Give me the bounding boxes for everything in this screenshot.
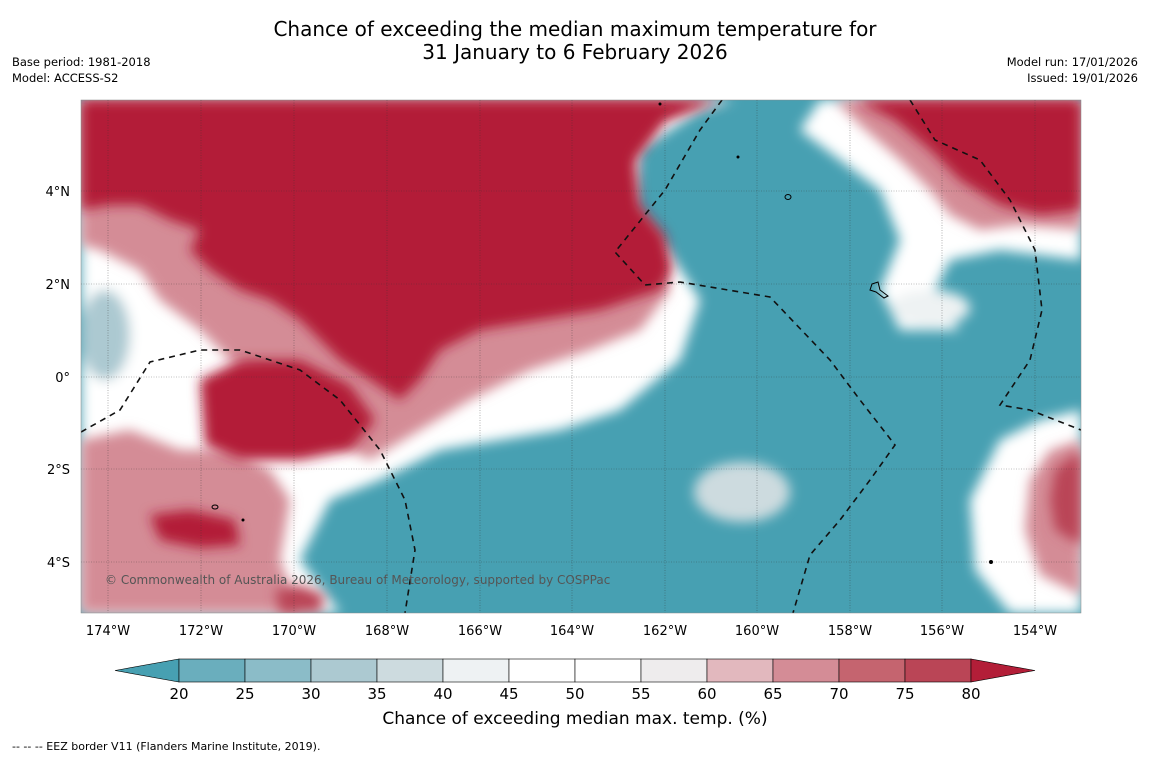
map-title: Chance of exceeding the median maximum t… bbox=[0, 18, 1150, 64]
eez-borders bbox=[81, 100, 1081, 613]
base-period: Base period: 1981-2018 bbox=[12, 55, 151, 69]
neutral-blob-south bbox=[694, 462, 790, 522]
colorbar bbox=[114, 658, 1036, 683]
colorbar-tick-label: 25 bbox=[235, 685, 254, 703]
hot-core-far-east bbox=[1050, 450, 1081, 545]
hot-core-central bbox=[200, 360, 375, 460]
colorbar-ticks: 20 25 30 35 40 45 50 55 60 65 70 75 80 bbox=[169, 685, 980, 703]
colorbar-tick-label: 70 bbox=[829, 685, 848, 703]
longitude-labels: 174°W 172°W 170°W 168°W 166°W 164°W 162°… bbox=[86, 624, 1057, 639]
colorbar-extend-high bbox=[970, 658, 1036, 683]
lon-label: 174°W bbox=[86, 624, 130, 639]
lon-label: 164°W bbox=[550, 624, 594, 639]
latitude-labels: 4°N 2°N 0° 2°S 4°S bbox=[46, 185, 71, 571]
model-run: Model run: 17/01/2026 bbox=[1006, 55, 1138, 69]
colorbar-cell bbox=[508, 658, 576, 683]
lat-label: 0° bbox=[55, 371, 70, 386]
copyright-text: © Commonwealth of Australia 2026, Bureau… bbox=[105, 573, 610, 587]
lon-label: 156°W bbox=[920, 624, 964, 639]
map-field: © Commonwealth of Australia 2026, Bureau… bbox=[81, 100, 1081, 613]
lon-label: 168°W bbox=[365, 624, 409, 639]
colorbar-cell bbox=[376, 658, 444, 683]
neutral-blob-east bbox=[890, 290, 970, 326]
colorbar-tick-label: 40 bbox=[433, 685, 452, 703]
lat-label: 4°S bbox=[47, 556, 70, 571]
lat-label: 2°N bbox=[46, 278, 71, 293]
colorbar-tick-label: 45 bbox=[499, 685, 518, 703]
colorbar-cell bbox=[706, 658, 774, 683]
hot-core-east bbox=[855, 100, 1081, 215]
colorbar-cell bbox=[640, 658, 708, 683]
eez-footnote: -- -- -- EEZ border V11 (Flanders Marine… bbox=[12, 740, 321, 753]
meta-right: Model run: 17/01/2026 Issued: 19/01/2026 bbox=[1007, 54, 1138, 86]
island-kiritimati bbox=[869, 281, 889, 299]
lon-label: 172°W bbox=[179, 624, 223, 639]
colorbar-tick-label: 30 bbox=[301, 685, 320, 703]
title-line-2: 31 January to 6 February 2026 bbox=[422, 40, 728, 64]
island-south-west bbox=[211, 504, 219, 510]
colorbar-extend-low bbox=[114, 658, 180, 683]
colorbar-tick-label: 50 bbox=[565, 685, 584, 703]
model-name: Model: ACCESS-S2 bbox=[12, 71, 119, 85]
issued-date: Issued: 19/01/2026 bbox=[1027, 71, 1138, 85]
eez-border-west bbox=[81, 349, 416, 613]
islands bbox=[211, 102, 993, 564]
hot-cores bbox=[81, 100, 1081, 613]
lat-label: 4°N bbox=[46, 185, 71, 200]
title-line-1: Chance of exceeding the median maximum t… bbox=[273, 17, 877, 41]
lon-label: 160°W bbox=[735, 624, 779, 639]
colorbar-cell bbox=[310, 658, 378, 683]
map-frame bbox=[80, 99, 1082, 614]
hot-core-southwest bbox=[150, 510, 240, 548]
colorbar-tick-label: 35 bbox=[367, 685, 386, 703]
lon-label: 154°W bbox=[1013, 624, 1057, 639]
graticule bbox=[81, 100, 1081, 613]
hot-core-north bbox=[81, 100, 715, 400]
colorbar-cell bbox=[574, 658, 642, 683]
lat-label: 2°S bbox=[47, 463, 70, 478]
colorbar-cell bbox=[904, 658, 972, 683]
colorbar-cell bbox=[442, 658, 510, 683]
hot-core-south bbox=[275, 585, 325, 613]
lon-label: 158°W bbox=[828, 624, 872, 639]
colorbar-cell bbox=[838, 658, 906, 683]
lon-label: 162°W bbox=[643, 624, 687, 639]
eez-border-east bbox=[909, 100, 1081, 431]
colorbar-cell bbox=[178, 658, 246, 683]
lon-label: 166°W bbox=[458, 624, 502, 639]
colorbar-cell bbox=[772, 658, 840, 683]
meta-left: Base period: 1981-2018 Model: ACCESS-S2 bbox=[12, 54, 151, 86]
island-jarvis bbox=[784, 194, 792, 200]
colorbar-title: Chance of exceeding median max. temp. (%… bbox=[382, 709, 768, 729]
colorbar-tick-label: 75 bbox=[895, 685, 914, 703]
colorbar-tick-label: 65 bbox=[763, 685, 782, 703]
colorbar-tick-label: 80 bbox=[961, 685, 980, 703]
lon-label: 170°W bbox=[272, 624, 316, 639]
eez-border-central bbox=[613, 100, 896, 613]
cool-blob-west bbox=[81, 290, 130, 380]
colorbar-tick-label: 20 bbox=[169, 685, 188, 703]
colorbar-cell bbox=[244, 658, 312, 683]
colorbar-tick-label: 55 bbox=[631, 685, 650, 703]
colorbar-tick-label: 60 bbox=[697, 685, 716, 703]
